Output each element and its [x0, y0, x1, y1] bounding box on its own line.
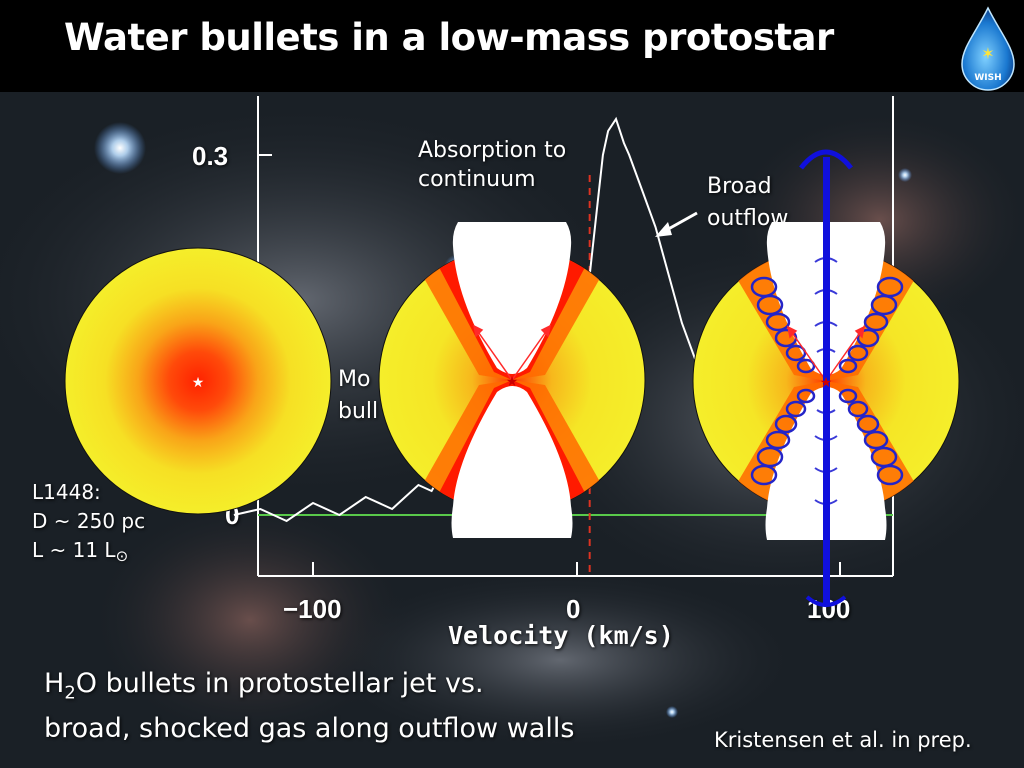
broad-outflow-arrow [655, 211, 698, 237]
outflow-cavity [452, 222, 572, 374]
shocked-gas-loops [750, 276, 904, 486]
diagram-outflow-cavity: ★ [378, 222, 646, 538]
water-drop-star-logo: ✶ WISH [961, 6, 1015, 91]
slide-title: Water bullets in a low-mass protostar [64, 16, 834, 59]
star-icon: ✶ [981, 44, 994, 63]
title-bar [0, 0, 1024, 92]
jet-bow-shock [799, 149, 853, 170]
logo-text: WISH [974, 73, 1001, 83]
annotation-absorption: Absorption to continuum [418, 138, 567, 192]
jet [823, 157, 830, 605]
sun-symbol-icon: ⊙ [115, 547, 129, 565]
outflow-cavity [451, 386, 573, 538]
slide-caption: H2O bullets in protostellar jet vs. broa… [44, 668, 575, 745]
svg-text:★: ★ [506, 374, 519, 390]
diagram-jet-bullets: ★ [692, 149, 960, 607]
y-tick-label: 0.3 [192, 141, 229, 171]
x-tick-label: 0 [566, 594, 581, 624]
bright-star [94, 122, 146, 174]
annotation-bullets: Mo bull [338, 367, 379, 424]
diagram-envelope: ★ [64, 247, 332, 515]
x-tick-label: −100 [283, 594, 342, 624]
svg-text:★: ★ [820, 375, 833, 391]
credit-text: Kristensen et al. in prep. [714, 728, 972, 752]
protostar-icon: ★ [192, 375, 205, 391]
source-info: L1448: D ~ 250 pc L ~ 11 L⊙ [32, 480, 146, 565]
x-axis-label: Velocity (km/s) [448, 621, 674, 650]
